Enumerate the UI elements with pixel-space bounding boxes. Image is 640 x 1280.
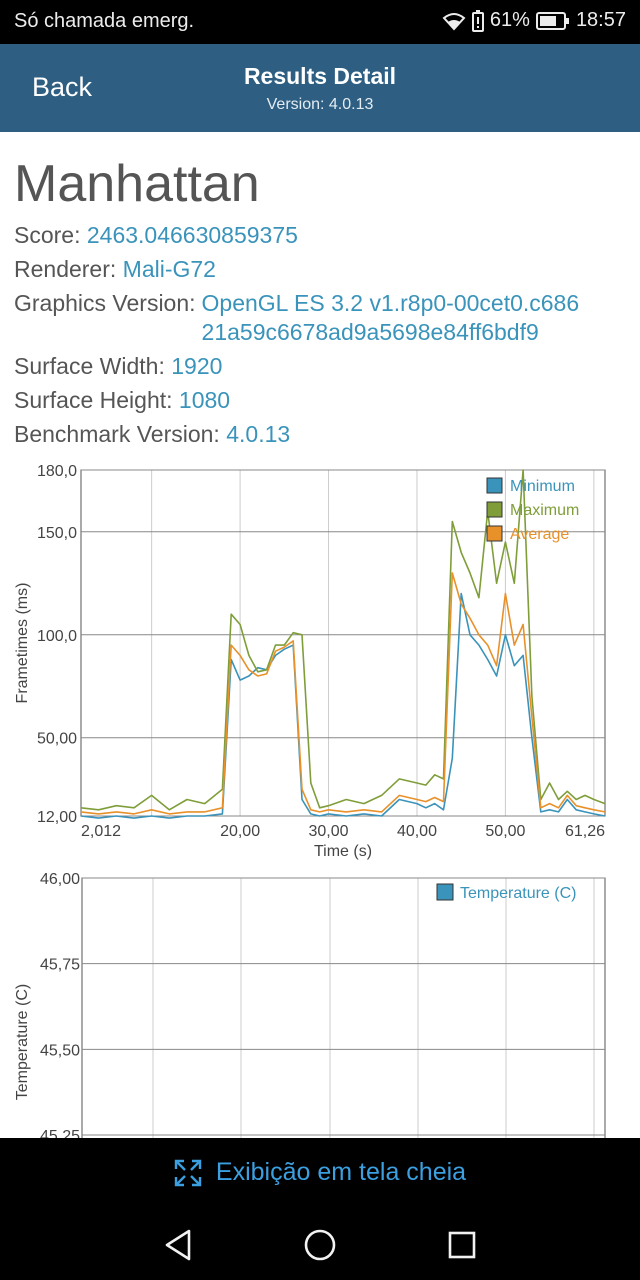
y-tick-label: 100,0 (37, 628, 77, 645)
back-button[interactable]: Back (32, 72, 93, 102)
battery-alert-icon (471, 9, 484, 32)
y-tick-label: 50,00 (37, 731, 77, 748)
temperature-chart: 46,00 45,75 45,50 45,25 Temperature (C) Tempe… (14, 871, 606, 1138)
surface-height-value: 1080 (178, 387, 231, 413)
benchmark-version-label: Benchmark Version: (14, 421, 220, 447)
y-tick-label: 46,00 (40, 871, 80, 888)
status-icons: 61% 18:57 (442, 9, 626, 32)
plot-area (81, 877, 606, 1138)
y-axis-title: Temperature (C) (14, 984, 31, 1100)
surface-width-row: Surface Width: 1920 (14, 353, 222, 380)
back-nav-icon[interactable] (162, 1228, 194, 1262)
x-tick-label: 50,00 (485, 823, 525, 840)
y-axis-title: Frametimes (ms) (14, 583, 31, 704)
page-title: Results Detail (243, 63, 397, 89)
x-tick-label: 61,26 (565, 823, 605, 840)
benchmark-version-value: 4.0.13 (226, 421, 291, 447)
legend-swatch (486, 525, 503, 542)
score-value: 2463.046630859375 (86, 222, 298, 248)
results-content[interactable]: Manhattan Score: 2463.046630859375 Rende… (0, 132, 640, 1138)
renderer-label: Renderer: (14, 256, 117, 282)
fullscreen-icon (174, 1159, 202, 1186)
frametimes-chart: 180,0 150,0 100,0 50,00 12,002,012 20,00 30,00… (14, 463, 606, 860)
fullscreen-button[interactable]: Exibição em tela cheia (0, 1158, 640, 1187)
graphics-version-line-1: OpenGL ES 3.2 v1.r8p0-00cet0.c686 (201, 290, 580, 316)
score-row: Score: 2463.046630859375 (14, 222, 298, 249)
graphics-version-label: Graphics Version: (14, 290, 196, 316)
series-line-maximum (80, 469, 606, 811)
carrier-text: Só chamada emerg. (14, 10, 195, 32)
x-axis-title: Time (s) (314, 843, 372, 860)
chart-legend: Minimum Maximum Average (486, 477, 579, 543)
plot-area (80, 469, 606, 817)
clock: 18:57 (575, 9, 626, 31)
test-name: Manhattan (14, 155, 260, 213)
legend-swatch (486, 477, 503, 494)
y-tick-label: 150,0 (37, 525, 77, 542)
legend-label: Temperature (C) (460, 885, 576, 902)
y-tick-label: 45,50 (40, 1042, 80, 1059)
y-tick-label: 45,75 (40, 957, 80, 974)
legend-swatch (436, 883, 454, 901)
graphics-version-row: Graphics Version: OpenGL ES 3.2 v1.r8p0-… (14, 289, 612, 347)
fullscreen-label: Exibição em tela cheia (215, 1158, 467, 1186)
series-line-average (80, 572, 606, 815)
score-label: Score: (14, 222, 81, 248)
x-tick-label: 2,012 (81, 823, 121, 840)
x-tick-label: 20,00 (220, 823, 260, 840)
benchmark-version-row: Benchmark Version: 4.0.13 (14, 421, 290, 448)
graphics-version-value: OpenGL ES 3.2 v1.r8p0-00cet0.c686 21a59c… (202, 289, 612, 347)
version-subtitle: Version: 4.0.13 (266, 96, 374, 113)
legend-label: Maximum (510, 502, 579, 519)
legend-swatch (486, 501, 503, 518)
surface-width-value: 1920 (171, 353, 223, 379)
battery-icon (535, 11, 569, 30)
home-nav-icon[interactable] (303, 1228, 337, 1262)
bottom-bar: Exibição em tela cheia (0, 1138, 640, 1210)
y-tick-label: 45,25 (40, 1128, 80, 1138)
legend-label: Average (510, 526, 569, 543)
surface-height-row: Surface Height: 1080 (14, 387, 230, 414)
y-tick-label: 12,00 (37, 809, 77, 826)
renderer-row: Renderer: Mali-G72 (14, 256, 216, 283)
y-tick-label: 180,0 (37, 463, 77, 480)
status-bar: Só chamada emerg. 61% 18:57 (0, 0, 640, 44)
series-line-minimum (80, 592, 606, 819)
renderer-value: Mali-G72 (122, 256, 216, 282)
x-tick-label: 40,00 (397, 823, 437, 840)
navigation-bar (0, 1210, 640, 1280)
battery-percent: 61% (489, 9, 530, 31)
surface-height-label: Surface Height: (14, 387, 173, 413)
graphics-version-line-2: 21a59c6678ad9a5698e84ff6bdf9 (201, 319, 539, 345)
x-tick-label: 30,00 (309, 823, 349, 840)
app-header: Back Results Detail Version: 4.0.13 (0, 44, 640, 132)
surface-width-label: Surface Width: (14, 353, 165, 379)
legend-label: Minimum (510, 478, 575, 495)
recents-nav-icon[interactable] (447, 1228, 477, 1262)
wifi-icon (442, 12, 466, 30)
